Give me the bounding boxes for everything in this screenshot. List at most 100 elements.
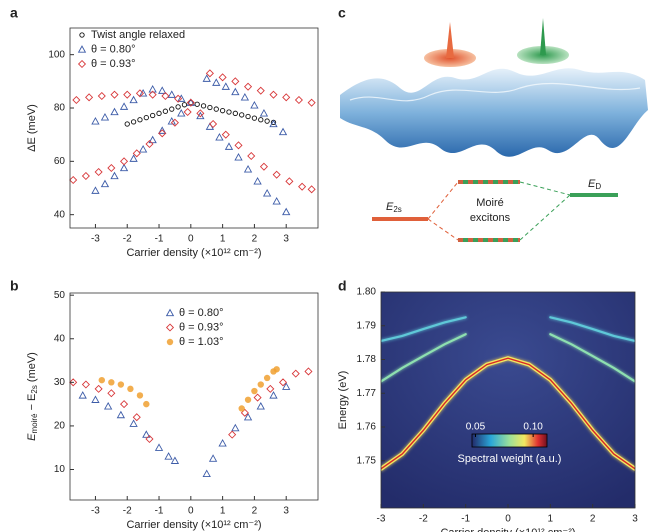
marker [177,94,186,102]
y-tick-label: 40 [54,209,66,220]
marker [245,113,251,120]
y-tick-label: 40 [54,333,66,344]
marker [117,381,125,388]
marker [100,113,110,121]
marker [251,115,258,121]
y-tick-label: 1.75 [357,455,377,466]
x-tick-label: 2 [590,514,596,525]
x-tick-label: 1 [220,234,226,245]
marker [158,129,167,138]
marker [256,401,265,410]
marker [231,77,240,86]
curve-core [381,357,635,470]
marker [119,163,129,172]
marker [212,78,221,86]
marker [273,366,280,373]
marker [138,89,148,97]
level-label: Moiré [476,197,504,209]
y-tick-label: 60 [54,156,66,167]
marker [269,391,278,399]
marker [209,119,218,129]
marker [291,369,300,378]
y-tick-label: 20 [54,421,66,432]
x-tick-label: 1 [220,506,226,517]
panel-label: d [338,278,347,294]
marker [250,101,259,109]
colorbar-tick-label: 0.05 [466,422,486,433]
curve [549,316,635,342]
subscript: D [595,182,601,191]
marker [123,90,132,99]
marker [218,73,227,82]
marker [307,98,316,107]
marker [110,171,119,180]
marker [103,401,113,410]
legend-label: θ = 0.93° [179,321,223,333]
marker [148,85,157,93]
legend-marker [165,323,175,332]
marker [154,443,164,451]
marker [148,90,157,99]
marker [224,142,234,150]
marker [143,400,150,408]
marker [100,179,110,188]
marker [129,154,138,162]
x-tick-label: -1 [155,234,164,245]
marker [243,165,253,173]
x-tick-label: -2 [123,506,132,517]
plot-frame [69,27,319,229]
level-label: excitons [470,212,511,224]
marker [294,95,303,105]
marker [253,177,262,185]
marker [200,103,207,109]
marker [232,110,238,116]
marker [205,69,214,78]
legend-marker [165,308,175,317]
marker [226,109,232,115]
marker [129,95,138,104]
marker [130,119,137,125]
marker [196,109,205,118]
marker [132,413,141,422]
marker [183,107,192,117]
x-tick-label: -1 [155,506,164,517]
marker [91,117,100,125]
marker [221,82,230,90]
marker [129,419,138,427]
marker [194,101,200,107]
legend-marker [79,32,85,38]
y-axis-label: ΔE (meV) [26,104,38,152]
marker [253,393,262,402]
x-tick-label: 0 [188,506,194,517]
subscript: 2s [393,205,401,214]
marker [177,109,186,117]
label-part: − E [26,394,38,414]
curve [549,333,635,383]
x-tick-label: -3 [377,514,386,525]
label-part: E [26,433,38,441]
y-tick-label: 10 [54,464,66,475]
marker [72,95,81,105]
legend-marker [77,45,87,53]
marker [138,145,148,153]
marker [282,382,291,390]
x-axis-label: Carrier density (×10¹² cm⁻²) [126,519,261,531]
heatmap-background [381,292,635,508]
marker [186,98,195,107]
marker [240,408,249,417]
marker [221,130,230,139]
panel-label: b [10,278,19,294]
level-label: ED [588,178,601,191]
marker [282,207,291,216]
marker [256,86,265,95]
marker [97,91,106,101]
marker [244,396,252,403]
marker [85,93,94,102]
marker [202,74,211,82]
subscript: 2s [30,385,39,393]
marker [208,454,218,462]
marker [186,98,195,106]
marker [218,439,227,447]
marker [145,139,154,149]
marker [116,410,126,419]
